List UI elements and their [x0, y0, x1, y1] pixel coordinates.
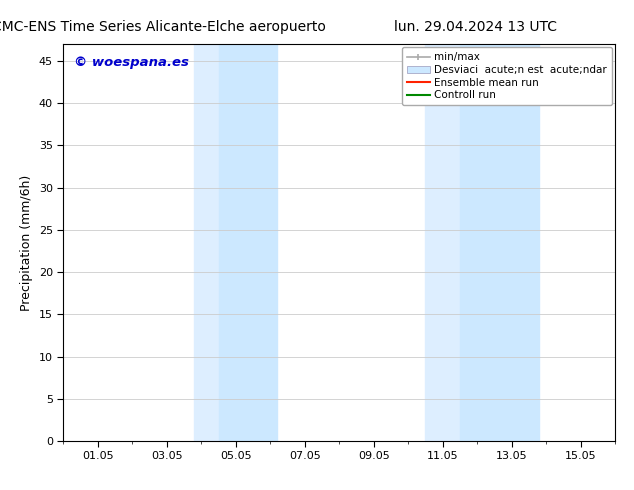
Bar: [219, 44, 277, 441]
Text: lun. 29.04.2024 13 UTC: lun. 29.04.2024 13 UTC: [394, 20, 557, 34]
Bar: [195, 44, 219, 441]
Y-axis label: Precipitation (mm/6h): Precipitation (mm/6h): [20, 174, 34, 311]
Bar: [425, 44, 460, 441]
Text: © woespana.es: © woespana.es: [74, 56, 190, 69]
Legend: min/max, Desviaci  acute;n est  acute;ndar, Ensemble mean run, Controll run: min/max, Desviaci acute;n est acute;ndar…: [401, 47, 612, 105]
Bar: [460, 44, 539, 441]
Text: CMC-ENS Time Series Alicante-Elche aeropuerto: CMC-ENS Time Series Alicante-Elche aerop…: [0, 20, 325, 34]
